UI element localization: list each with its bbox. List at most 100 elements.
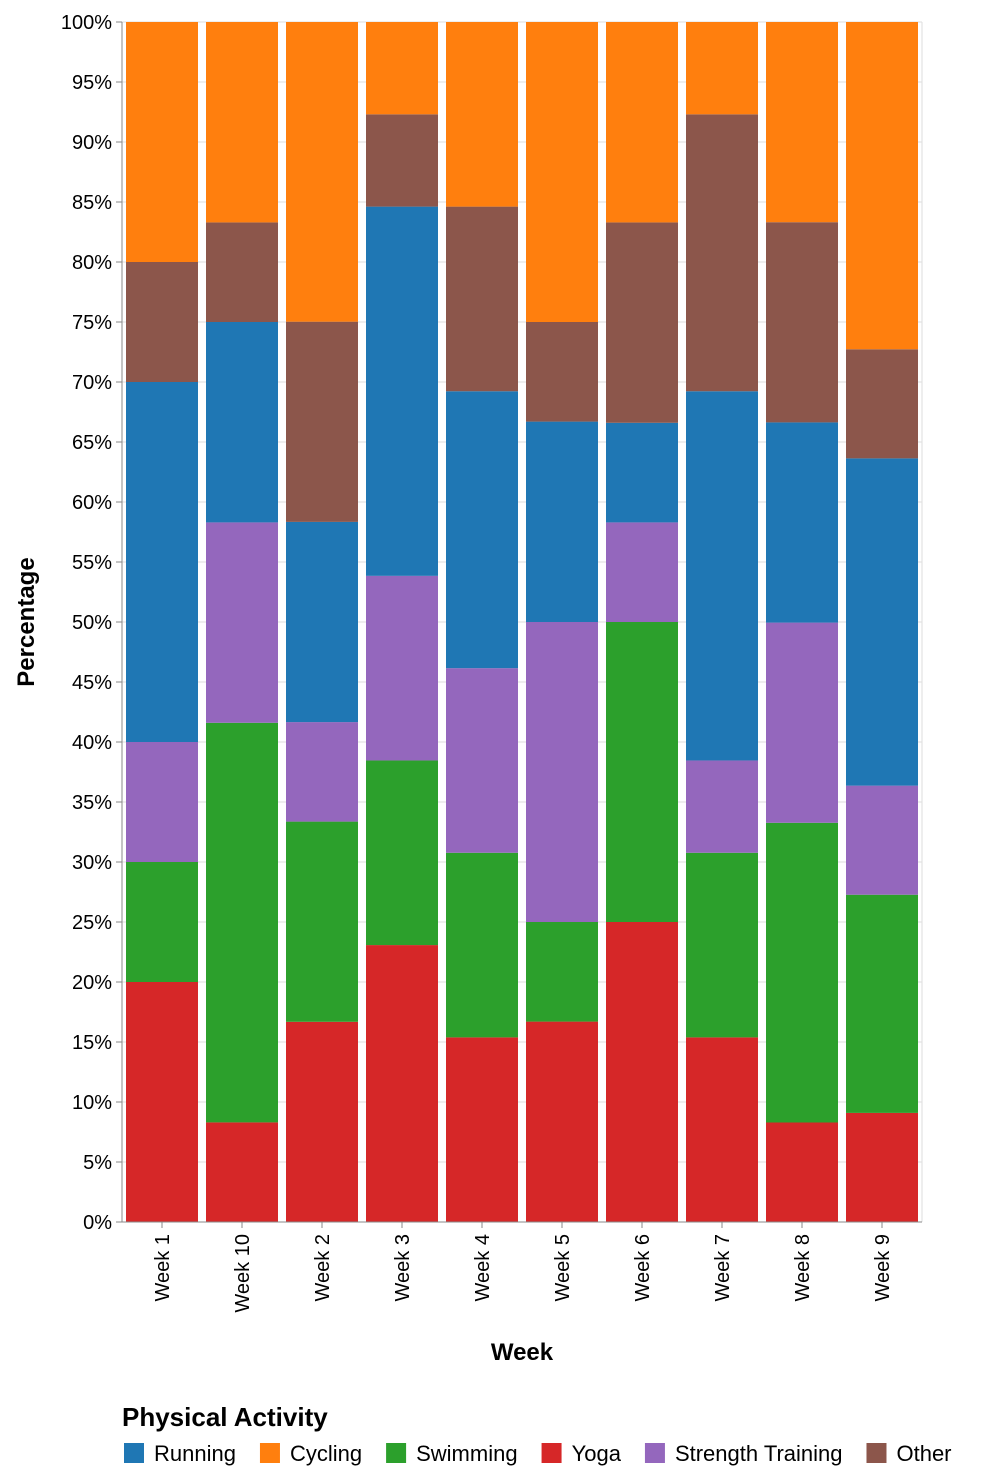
y-tick-label: 20%: [72, 972, 112, 994]
bar-week-8-other: [766, 222, 838, 423]
bars: [126, 22, 918, 1222]
bar-week-10-strength-training: [206, 522, 278, 723]
bar-week-10-running: [206, 322, 278, 523]
bar-week-7-strength-training: [686, 760, 758, 853]
y-tick-label: 75%: [72, 312, 112, 334]
bar-week-1-strength-training: [126, 742, 198, 862]
y-tick-label: 25%: [72, 912, 112, 934]
y-tick-label: 70%: [72, 372, 112, 394]
bar-week-2-running: [286, 521, 358, 723]
legend-swatch-other: [866, 1443, 887, 1463]
bar-week-9-other: [846, 349, 918, 459]
bar-week-1-other: [126, 262, 198, 382]
bar-week-6-strength-training: [606, 522, 678, 622]
bar-week-5-running: [526, 421, 598, 622]
bar-week-2-strength-training: [286, 722, 358, 822]
y-tick-label: 90%: [72, 132, 112, 154]
bar-week-6-cycling: [606, 22, 678, 223]
y-tick-label: 60%: [72, 492, 112, 514]
bar-week-4-cycling: [446, 22, 518, 207]
y-tick-label: 55%: [72, 552, 112, 574]
bar-week-8-strength-training: [766, 622, 838, 823]
bar-week-3-other: [366, 114, 438, 207]
x-tick-label: Week 7: [712, 1234, 734, 1301]
legend: Running Cycling Swimming Yoga Strength Train…: [124, 1441, 952, 1466]
y-tick-label: 15%: [72, 1032, 112, 1054]
legend-swatch-swimming: [386, 1443, 407, 1463]
bar-week-9-running: [846, 458, 918, 786]
y-tick-label: 80%: [72, 252, 112, 274]
legend-label-swimming: Swimming: [416, 1441, 517, 1466]
bar-week-3-strength-training: [366, 575, 438, 761]
bar-week-7-cycling: [686, 22, 758, 115]
x-tick-label: Week 9: [872, 1234, 894, 1301]
x-tick-label: Week 6: [632, 1234, 654, 1301]
bar-week-2-cycling: [286, 22, 358, 322]
bar-week-6-other: [606, 222, 678, 423]
bar-week-1-cycling: [126, 22, 198, 262]
x-tick-label: Week 5: [552, 1234, 574, 1301]
bar-week-6-swimming: [606, 622, 678, 922]
legend-label-cycling: Cycling: [290, 1441, 362, 1466]
y-tick-label: 100%: [61, 12, 112, 34]
bar-week-4-swimming: [446, 852, 518, 1038]
bar-week-4-yoga: [446, 1037, 518, 1222]
bar-week-3-yoga: [366, 945, 438, 1222]
y-tick-label: 50%: [72, 612, 112, 634]
bar-week-9-strength-training: [846, 785, 918, 895]
x-tick-label: Week 8: [792, 1234, 814, 1301]
bar-week-7-other: [686, 114, 758, 392]
bar-week-3-running: [366, 206, 438, 576]
bar-week-5-yoga: [526, 1021, 598, 1222]
bar-week-5-swimming: [526, 922, 598, 1022]
legend-swatch-running: [124, 1443, 144, 1463]
bar-week-1-yoga: [126, 982, 198, 1222]
bar-week-3-swimming: [366, 760, 438, 946]
legend-label-strength-training: Strength Training: [675, 1441, 843, 1466]
bar-week-9-swimming: [846, 894, 918, 1113]
legend-swatch-cycling: [259, 1443, 280, 1463]
axes: 0% 5% 10% 15% 20% 25% 30% 35% 40% 45% 50% 55% 60% 65%…: [61, 12, 922, 1313]
y-tick-label: 10%: [72, 1092, 112, 1114]
y-tick-label: 35%: [72, 792, 112, 814]
bar-week-8-cycling: [766, 22, 838, 223]
bar-week-2-other: [286, 321, 358, 522]
bar-week-10-cycling: [206, 22, 278, 223]
bar-week-5-cycling: [526, 22, 598, 322]
y-tick-label: 45%: [72, 672, 112, 694]
legend-label-running: Running: [154, 1441, 236, 1466]
bar-week-6-running: [606, 422, 678, 523]
bar-week-1-running: [126, 382, 198, 742]
bar-week-1-swimming: [126, 862, 198, 982]
y-tick-label: 30%: [72, 852, 112, 874]
legend-swatch-strength-training: [644, 1443, 665, 1463]
bar-week-10-yoga: [206, 1122, 278, 1222]
y-tick-label: 65%: [72, 432, 112, 454]
bar-week-5-other: [526, 322, 598, 422]
legend-title: Physical Activity: [122, 1402, 328, 1432]
y-tick-label: 85%: [72, 192, 112, 214]
y-tick-label: 5%: [83, 1152, 112, 1174]
bar-week-6-yoga: [606, 922, 678, 1222]
bar-week-5-strength-training: [526, 622, 598, 922]
x-tick-label: Week 4: [472, 1234, 494, 1301]
bar-week-4-running: [446, 391, 518, 669]
bar-week-7-swimming: [686, 852, 758, 1038]
bar-week-10-other: [206, 222, 278, 322]
bar-week-9-yoga: [846, 1112, 918, 1222]
x-tick-label: Week 2: [312, 1234, 334, 1301]
y-tick-label: 0%: [83, 1212, 112, 1234]
bar-week-8-swimming: [766, 822, 838, 1123]
bar-week-2-swimming: [286, 821, 358, 1022]
bar-week-4-other: [446, 206, 518, 392]
bar-week-9-cycling: [846, 22, 918, 350]
bar-week-10-swimming: [206, 722, 278, 1123]
bar-week-7-yoga: [686, 1037, 758, 1222]
y-tick-label: 95%: [72, 72, 112, 94]
legend-label-yoga: Yoga: [572, 1441, 622, 1466]
x-tick-label: Week 10: [232, 1234, 254, 1313]
bar-week-8-yoga: [766, 1122, 838, 1222]
x-axis-title: Week: [491, 1339, 554, 1366]
y-tick-label: 40%: [72, 732, 112, 754]
